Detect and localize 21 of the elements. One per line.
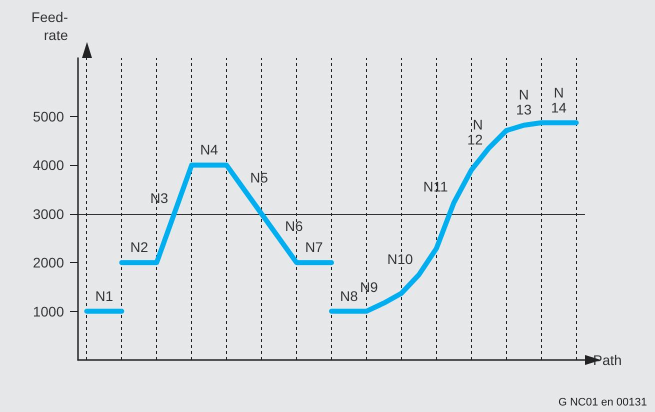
data-label: N11 xyxy=(423,178,448,195)
data-label: N5 xyxy=(250,170,268,186)
data-label: N7 xyxy=(305,239,324,256)
data-label: N1 xyxy=(95,288,114,304)
data-label: N4 xyxy=(200,142,218,158)
data-label: N8 xyxy=(340,288,358,304)
y-axis-title: Feed- rate xyxy=(31,9,68,43)
data-label: N2 xyxy=(130,239,148,256)
y-tick-label: 3000 xyxy=(32,206,64,222)
y-tick-label: 5000 xyxy=(32,108,64,124)
y-tick-label: 2000 xyxy=(32,254,64,271)
text: G NC01 en 00131 xyxy=(558,396,647,408)
data-label: N 12 xyxy=(467,116,484,148)
data-label: N10 xyxy=(387,250,414,267)
y-tick-label: 1000 xyxy=(32,303,64,320)
y-tick-label: 4000 xyxy=(32,157,64,174)
data-label: N6 xyxy=(285,218,304,234)
data-label: N 14 xyxy=(550,84,567,116)
data-label: N 13 xyxy=(516,86,532,118)
data-label: N3 xyxy=(150,190,168,206)
data-label: N9 xyxy=(360,279,378,296)
